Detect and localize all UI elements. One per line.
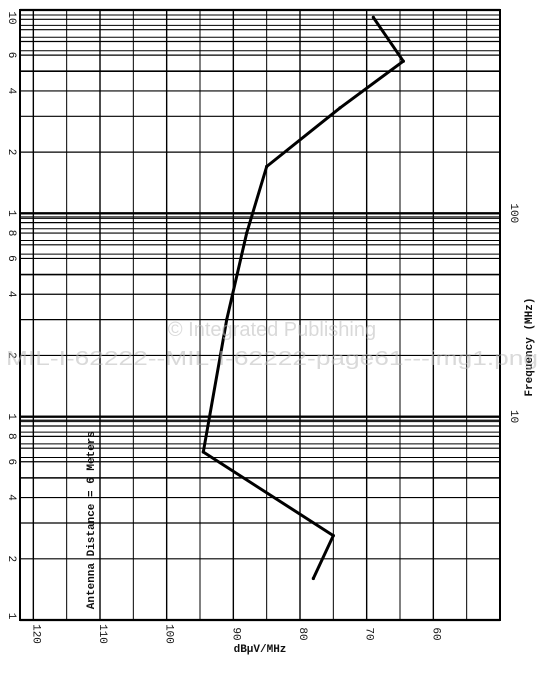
y-minor-label: 6 (5, 52, 17, 59)
x-tick-label: 70 (363, 627, 375, 640)
y-minor-label: 1 (5, 210, 17, 217)
x-tick-label: 120 (29, 624, 41, 644)
y-minor-label: 8 (5, 230, 17, 237)
x-axis-title: dBμV/MHz (234, 644, 287, 656)
y-minor-label: 4 (5, 291, 17, 298)
series-point (331, 534, 335, 538)
y-minor-label: 4 (5, 494, 17, 501)
series-point (201, 450, 205, 454)
series-point (225, 318, 229, 322)
series-point (401, 59, 405, 63)
y-decade-label: 100 (507, 203, 519, 223)
y-decade-label: 10 (507, 410, 519, 423)
series-point (338, 106, 342, 110)
watermark-line-1: © Integrated Publishing (168, 319, 376, 341)
y-minor-label: 2 (5, 352, 17, 359)
y-minor-label: 2 (5, 555, 17, 562)
y-decade-labels: 10 100 (507, 203, 519, 423)
series-point (371, 15, 375, 19)
x-tick-label: 110 (96, 624, 108, 644)
grid-vertical-lines (32, 10, 468, 620)
y-minor-label: 1 (5, 413, 17, 420)
x-tick-label: 80 (296, 627, 308, 640)
watermark-line-2: MIL-I-62222--MIL-I-62222-page61---img1.p… (6, 348, 538, 370)
series-point (265, 164, 269, 169)
y-minor-label: 6 (5, 458, 17, 465)
series-points (201, 15, 405, 581)
x-tick-label: 100 (163, 624, 175, 644)
annotation-antenna-distance: Antenna Distance = 6 Meters (86, 431, 98, 609)
x-tick-label: 60 (429, 627, 441, 640)
series-point (311, 576, 315, 581)
y-minor-label: 8 (5, 433, 17, 440)
y-axis-title: Frequency (MHz) (524, 298, 536, 397)
series-point (245, 231, 249, 235)
y-minor-label: 1 (5, 613, 17, 620)
x-tick-labels: 120 110 100 90 80 70 60 (29, 624, 441, 644)
y-minor-label: 2 (5, 149, 17, 156)
plot-frame (19, 9, 501, 621)
y-minor-label: 4 (5, 88, 17, 95)
y-minor-label: 10 (5, 11, 17, 24)
grid-horizontal-lines (20, 8, 500, 622)
y-minor-labels: 1 2 4 6 8 1 2 4 6 8 1 2 4 6 10 (5, 11, 17, 619)
y-minor-label: 6 (5, 255, 17, 262)
x-tick-label: 90 (229, 627, 241, 640)
